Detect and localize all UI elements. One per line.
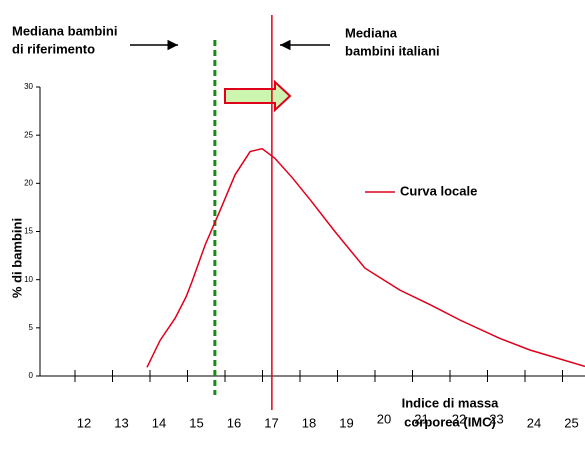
x-tick-label: 19 — [339, 415, 353, 430]
x-tick-label: 18 — [302, 415, 316, 430]
annotation: Mediana bambini — [12, 23, 117, 38]
x-tick-label: 23 — [489, 411, 503, 426]
x-tick-label: 20 — [377, 411, 391, 426]
x-axis-title: Indice di massa — [402, 395, 500, 410]
annotation: Mediana — [345, 25, 398, 40]
x-tick-label: 22 — [452, 411, 466, 426]
y-tick-label: 10 — [24, 275, 33, 284]
y-tick-label: 25 — [24, 130, 33, 139]
x-tick-label: 12 — [77, 415, 91, 430]
x-tick-label: 14 — [152, 415, 166, 430]
x-tick-label: 13 — [114, 415, 128, 430]
x-tick-label: 16 — [227, 415, 241, 430]
line-series — [146, 147, 585, 368]
x-tick-label: 24 — [527, 415, 541, 430]
x-tick-label: 25 — [564, 415, 578, 430]
legend-label: Curva locale — [400, 183, 477, 198]
y-tick-label: 5 — [29, 323, 34, 332]
annotation: di riferimento — [12, 41, 95, 56]
x-tick-label: 15 — [189, 415, 203, 430]
y-tick-label: 30 — [24, 82, 33, 91]
shift-arrow — [224, 79, 292, 113]
y-tick-label: 0 — [29, 371, 34, 380]
x-tick-label: 17 — [264, 415, 278, 430]
x-tick-label: 21 — [414, 411, 428, 426]
annotation: bambini italiani — [345, 43, 440, 58]
y-tick-label: 20 — [24, 178, 33, 187]
y-axis-title: % di bambini — [9, 218, 24, 298]
x-axis-title: corporea (IMC) — [404, 414, 496, 429]
y-tick-label: 15 — [24, 227, 33, 236]
